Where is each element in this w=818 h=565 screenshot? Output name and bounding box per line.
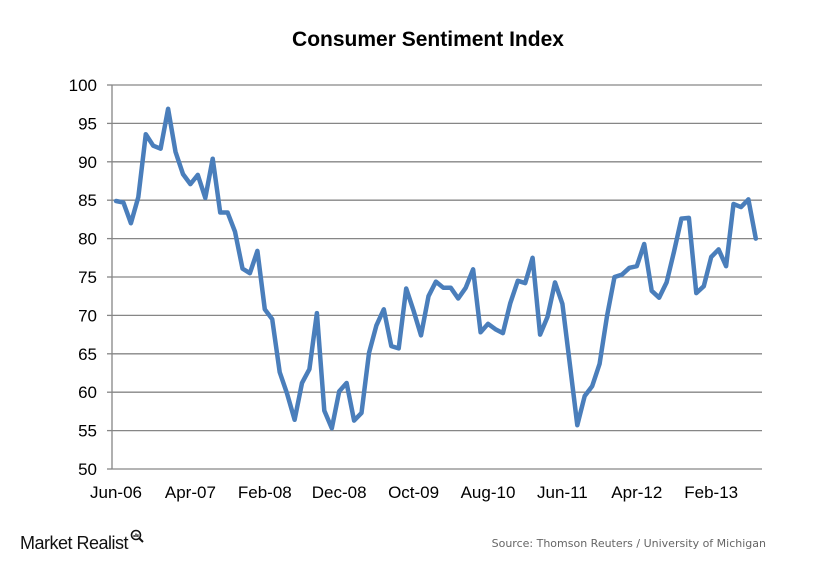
y-tick-label: 55 <box>78 422 97 441</box>
magnifier-chart-icon <box>130 529 144 543</box>
x-tick-label: Jun-11 <box>537 483 588 502</box>
source-note: Source: Thomson Reuters / University of … <box>491 537 766 550</box>
x-tick-label: Apr-12 <box>611 483 662 502</box>
brand-name: Market Realist <box>20 533 129 553</box>
y-tick-label: 100 <box>69 76 97 95</box>
x-tick-label: Dec-08 <box>312 483 367 502</box>
y-tick-label: 75 <box>78 268 97 287</box>
y-tick-label: 90 <box>78 153 97 172</box>
y-tick-label: 80 <box>78 230 97 249</box>
series-group <box>113 106 759 431</box>
x-tick-label: Feb-08 <box>238 483 292 502</box>
y-tick-label: 60 <box>78 383 97 402</box>
y-tick-label: 95 <box>78 114 97 133</box>
gridlines <box>112 84 762 432</box>
series-line <box>113 106 759 431</box>
x-tick-label: Jun-06 <box>90 483 142 502</box>
y-tick-label: 65 <box>78 345 97 364</box>
x-tick-label: Aug-10 <box>461 483 516 502</box>
line-chart: Consumer Sentiment Index 50 55 60 65 70 75 80 8… <box>69 28 762 502</box>
market-realist-logo: Market Realist <box>20 529 144 554</box>
chart-title: Consumer Sentiment Index <box>292 28 564 51</box>
y-tick-label: 85 <box>78 191 97 210</box>
y-tick-label: 50 <box>78 460 97 479</box>
x-tick-label: Feb-13 <box>684 483 738 502</box>
x-tick-label: Apr-07 <box>165 483 216 502</box>
x-axis-ticks: Jun-06 Apr-07 Feb-08 Dec-08 Oct-09 Aug-10 Jun-… <box>90 483 738 502</box>
y-axis-ticks: 50 55 60 65 70 75 80 85 90 95 100 <box>69 76 112 479</box>
y-tick-label: 70 <box>78 306 97 325</box>
x-tick-label: Oct-09 <box>388 483 439 502</box>
